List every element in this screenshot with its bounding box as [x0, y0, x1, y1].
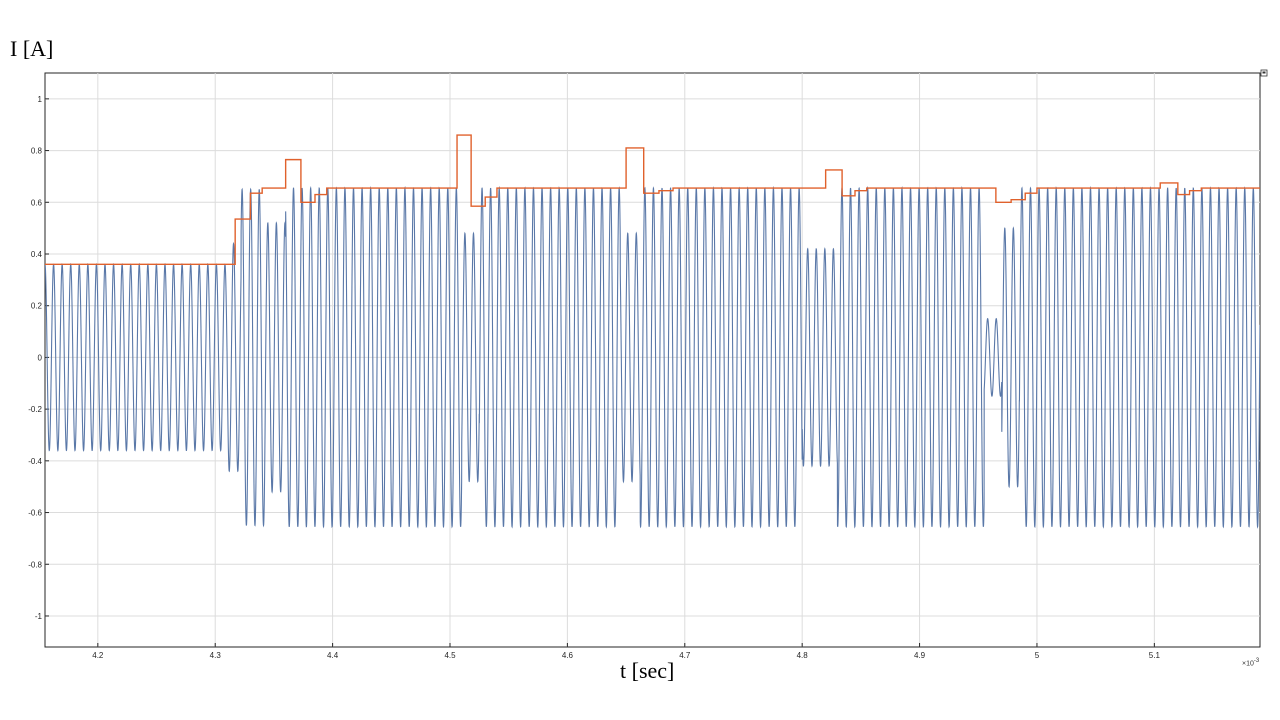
axis-ticks: 4.2 4.3 4.4 4.5 4.6 4.7 4.8 4.9 5 5.1 -1 -0.8 -0.6 -0… — [28, 95, 1160, 660]
x-tick-label: 4.7 — [679, 651, 691, 660]
x-tick-label: 5 — [1035, 651, 1040, 660]
x-tick-label: 4.4 — [327, 651, 339, 660]
y-tick-label: -1 — [35, 612, 43, 621]
series-current — [45, 185, 1260, 529]
x-exponent-power: -3 — [1253, 658, 1260, 664]
y-tick-label: 0.6 — [31, 198, 43, 207]
series-envelope — [45, 134, 1260, 266]
y-tick-label: 0.2 — [31, 302, 43, 311]
x-exponent-base: ×10 — [1242, 660, 1254, 668]
y-tick-label: -0.8 — [28, 560, 42, 569]
x-axis-exponent: ×10-3 — [1242, 658, 1259, 667]
x-tick-label: 4.3 — [210, 651, 222, 660]
x-tick-label: 4.8 — [797, 651, 809, 660]
y-tick-label: 0.8 — [31, 147, 43, 156]
y-tick-label: -0.6 — [28, 509, 42, 518]
plot-area — [44, 72, 1261, 648]
y-tick-label: 0.4 — [31, 250, 43, 259]
x-tick-label: 5.1 — [1149, 651, 1161, 660]
x-tick-label: 4.5 — [444, 651, 456, 660]
y-tick-label: -0.4 — [28, 457, 42, 466]
y-tick-label: -0.2 — [28, 405, 42, 414]
grid-lines — [45, 73, 1260, 647]
x-tick-label: 4.6 — [562, 651, 574, 660]
y-tick-label: 0 — [38, 353, 43, 362]
x-tick-label: 4.2 — [92, 651, 104, 660]
x-axis-label: t [sec] — [620, 658, 675, 683]
expand-icon[interactable] — [1260, 69, 1268, 77]
y-axis-label: I [A] — [10, 36, 54, 61]
x-tick-label: 4.9 — [914, 651, 926, 660]
y-tick-label: 1 — [38, 95, 43, 104]
series-layer — [45, 134, 1260, 529]
